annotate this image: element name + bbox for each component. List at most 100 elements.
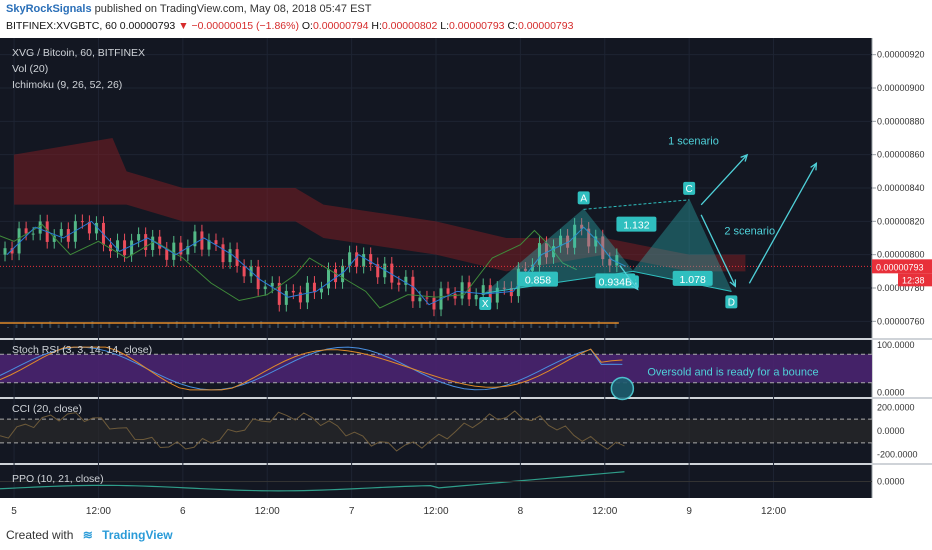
time-tick-label: 9 [686,506,692,517]
volume-bar [40,323,43,328]
volume-bar [268,324,271,328]
candle [17,228,21,254]
volume-bar [277,322,280,328]
volume-bar [344,321,347,328]
volume-bar [572,322,575,328]
cci-band [0,419,872,443]
candle [312,282,316,293]
candle [298,292,302,303]
volume-bar [108,322,111,328]
tradingview-logo-text[interactable]: TradingView [102,528,173,542]
candle [31,233,35,235]
volume-bar [606,324,609,328]
candle [277,282,281,305]
volume-bar [218,321,220,328]
volume-bar [378,323,381,328]
volume-legend: Vol (20) [12,63,48,75]
volume-bar [403,322,406,328]
scenario-1-arrow [700,154,748,206]
time-tick-label: 8 [518,506,524,517]
candle [214,240,218,245]
volume-bar [82,323,85,328]
candle [355,252,359,267]
volume-bar [319,322,322,328]
price-change: −0.00000015 (−1.86%) [191,20,299,32]
volume-bar [488,322,491,328]
candle [52,235,56,242]
ppo-line [0,471,625,492]
candle [425,297,429,299]
candle [291,290,295,293]
volume-bar [395,324,398,328]
volume-bar [336,323,339,328]
candle [523,268,527,271]
candle [376,264,380,278]
candle [566,235,570,248]
tradingview-logo-icon[interactable]: ≋ [82,528,93,542]
time-tick-label: 12:00 [423,506,448,517]
volume-bar [454,325,457,328]
candle [460,282,464,299]
ratio-box [616,216,657,232]
volume-bar [150,322,153,328]
candle [193,231,197,247]
candle [151,236,155,250]
candle [123,240,127,256]
scenario-2-up-arrow-head [810,162,818,171]
ratio-label: 1.132 [623,220,649,232]
volume-bar [99,324,102,328]
volume-bar [285,325,288,328]
volume-bar [91,321,94,328]
stoch-k-line [0,346,623,391]
volume-bar [175,321,178,328]
volume-bar [133,321,136,328]
time-tick-label: 12:00 [592,506,617,517]
time-tick-label: 12:00 [255,506,280,517]
chart-canvas[interactable]: 0.00000920 0.00000900 0.00000880 0.00000860… [0,38,932,522]
candle [467,282,471,300]
candle [411,276,415,302]
candle [404,276,408,285]
author-link[interactable]: SkyRockSignals [6,3,92,15]
oversold-marker [610,376,635,401]
volume-bar [74,325,77,328]
candle [545,243,548,258]
pattern-point-d [725,295,738,309]
candle [319,288,323,293]
volume-bar [369,325,372,328]
time-tick-label: 6 [180,506,186,517]
volume-bar [437,324,440,328]
candle [284,290,288,305]
pattern-point-label: A [580,193,587,204]
low-label: L: [440,20,450,32]
candle [10,248,14,254]
candle [608,259,612,266]
candle [207,240,211,250]
next-leg-arrow-head [631,282,639,291]
volume-bar [521,324,524,328]
scenario-2-down-arrow [700,214,736,287]
countdown-label: 12:38 [902,275,925,285]
candle [418,297,422,302]
time-tick-label: 5 [11,506,17,517]
volume-bar [7,327,10,328]
candle [3,248,7,255]
pattern-point-label: C [686,184,693,195]
stoch-rsi-legend: Stoch RSI (3, 3, 14, 14, close) [12,344,152,356]
candle [94,222,98,234]
time-tick-label: 7 [349,506,355,517]
stoch-rsi-band [0,354,872,383]
cci-tick-label: -200.0000 [877,450,918,460]
candle [172,242,176,260]
stoch-rsi-tick-label: 0.0000 [877,387,905,397]
volume-bar [428,321,431,328]
open-value: 0.00000794 [312,20,369,32]
low-value: 0.00000793 [449,20,505,32]
volume-bar [226,324,229,328]
ratio-box [672,270,713,286]
candle [348,252,352,266]
candle [453,293,457,299]
candle [495,287,499,303]
publish-header: SkyRockSignals published on TradingView.… [6,3,371,15]
volume-bar [471,321,474,328]
